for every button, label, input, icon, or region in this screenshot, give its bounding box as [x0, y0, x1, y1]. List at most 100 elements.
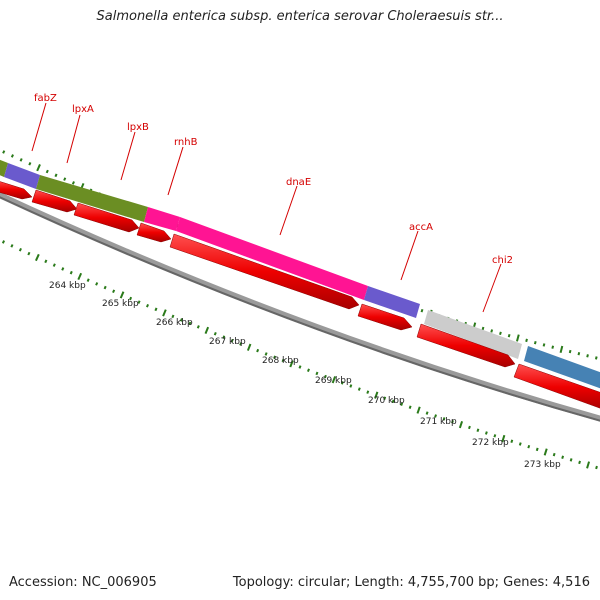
feature-band-purple-1: [4, 163, 40, 189]
tick-mark: [374, 391, 379, 399]
feature-band-purple-2: [364, 286, 420, 318]
scale-label: 268 kbp: [262, 356, 299, 366]
feature-band-steelblue: [524, 346, 600, 389]
tick-mark: [586, 354, 589, 358]
tick-mark: [77, 272, 83, 281]
tick-mark: [568, 349, 572, 354]
tick-mark: [36, 164, 41, 172]
tick-mark: [331, 376, 337, 384]
tick-mark: [281, 358, 285, 363]
gene-label-lpxB: lpxB: [127, 122, 149, 133]
scale-label: 271 kbp: [420, 417, 457, 427]
tick-mark: [298, 365, 302, 369]
tick-mark: [594, 356, 598, 360]
tick-mark: [213, 332, 217, 336]
tick-mark: [366, 390, 370, 394]
feature-band-olive: [36, 175, 148, 222]
tick-mark: [577, 352, 581, 356]
tick-mark: [71, 181, 75, 185]
tick-mark: [391, 399, 395, 403]
feature-band-magenta-1: [144, 207, 180, 231]
tick-mark: [525, 338, 528, 343]
tick-mark: [501, 434, 506, 443]
gene-label-fabZ: fabZ: [34, 93, 57, 104]
tick-mark: [54, 173, 58, 178]
tick-mark: [137, 300, 141, 304]
tick-mark: [551, 345, 555, 349]
scale-label: 270 kbp: [368, 396, 405, 406]
tick-mark: [246, 343, 252, 351]
tick-mark: [595, 465, 598, 470]
tick-mark: [162, 309, 167, 317]
genome-backbone: [0, 192, 600, 422]
tick-mark: [86, 278, 90, 282]
tick-mark: [19, 158, 23, 162]
tick-mark: [543, 448, 548, 456]
tick-mark: [510, 439, 514, 444]
tick-mark: [256, 348, 260, 353]
tick-mark: [535, 447, 539, 452]
gene-arrow: [31, 189, 78, 213]
tick-mark: [416, 406, 421, 414]
tick-mark: [307, 368, 310, 372]
tick-mark: [52, 263, 56, 267]
tick-mark: [408, 405, 412, 409]
gene-label-lpxA: lpxA: [72, 104, 94, 115]
gene-label-accA: accA: [409, 222, 433, 233]
genome-stats-text: Topology: circular; Length: 4,755,700 bp…: [232, 575, 590, 590]
gene-arrow: [357, 303, 413, 331]
tick-mark: [349, 384, 353, 388]
gene-arrow: [416, 323, 516, 368]
tick-mark: [578, 460, 581, 465]
tick-mark: [171, 314, 175, 319]
tick-mark: [103, 285, 107, 290]
gene-label-rnhB: rnhB: [174, 137, 198, 148]
tick-mark: [507, 333, 511, 338]
tick-mark: [484, 431, 488, 435]
accession-text: Accession: NC_006905: [9, 575, 157, 590]
tick-mark: [561, 455, 565, 459]
feature-band: [0, 159, 600, 389]
tick-mark: [27, 251, 31, 256]
tick-mark: [2, 150, 6, 154]
tick-mark: [35, 253, 40, 262]
tick-mark: [129, 296, 133, 301]
tick-mark: [586, 461, 591, 469]
tick-mark: [188, 321, 192, 326]
gene-arrows: [0, 181, 600, 409]
tick-mark: [490, 329, 494, 333]
tick-mark: [10, 244, 14, 248]
scale-label: 273 kbp: [524, 460, 561, 470]
tick-mark: [230, 338, 234, 343]
gene-label-chi2: chi2: [492, 255, 513, 266]
tick-mark: [533, 340, 537, 345]
tick-mark: [45, 169, 49, 174]
tick-mark: [476, 428, 480, 432]
tick-mark: [340, 381, 344, 385]
feature-band-olive-left: [0, 159, 8, 177]
tick-mark: [569, 458, 573, 462]
scale-label: 266 kbp: [156, 318, 193, 328]
tick-mark: [527, 444, 531, 449]
tick-mark: [154, 307, 158, 312]
tick-mark: [61, 267, 65, 271]
gene-arrow: [513, 363, 600, 409]
feature-band-grey: [424, 310, 522, 359]
tick-mark: [95, 282, 99, 286]
gene-label-dnaE: dnaE: [286, 177, 311, 188]
tick-mark: [112, 289, 116, 294]
tick-mark: [400, 402, 404, 406]
tick-mark: [357, 387, 361, 391]
tick-mark: [481, 326, 485, 331]
tick-mark: [289, 360, 294, 368]
tick-mark: [196, 325, 200, 329]
tick-mark: [425, 411, 429, 415]
gene-arrow: [169, 233, 360, 310]
tick-mark: [518, 442, 522, 446]
tick-mark: [145, 303, 150, 308]
tick-mark: [63, 177, 67, 181]
tick-mark: [18, 247, 22, 252]
gene-arrow: [73, 202, 140, 233]
scale-label: 267 kbp: [209, 337, 246, 347]
